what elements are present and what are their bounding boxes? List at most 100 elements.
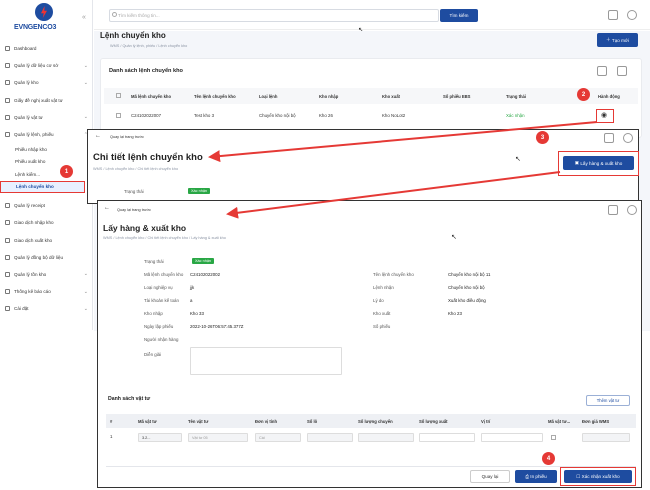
printer-icon: ⎙ xyxy=(525,474,531,479)
sidebar-item-label: Dashboard xyxy=(14,46,37,52)
add-material-button[interactable]: Thêm vật tư xyxy=(586,395,630,406)
sync-icon xyxy=(5,254,10,260)
box-icon: ▣ xyxy=(574,160,581,165)
print-button[interactable]: ⎙ In phiếu xyxy=(515,470,557,483)
sidebar-item-reports[interactable]: Thống kê báo cáo ⌄ xyxy=(0,283,93,300)
sidebar-item-label: Thống kê báo cáo xyxy=(14,289,51,295)
step-marker-4: 4 xyxy=(542,452,555,465)
field-label: Người nhận hàng xyxy=(144,337,179,342)
table-cell: Kho 26 xyxy=(319,113,333,118)
dashboard-icon xyxy=(5,46,10,52)
notification-off-icon[interactable] xyxy=(608,10,618,20)
user-icon[interactable] xyxy=(627,10,637,20)
column-header: Vị trí xyxy=(481,419,491,424)
search-input[interactable]: Tìm kiếm thông tin... xyxy=(109,9,439,22)
pick-and-issue-button[interactable]: ▣ Lấy hàng & xuất kho xyxy=(563,156,634,170)
back-link[interactable]: Quay lại trang trước xyxy=(110,135,144,139)
notification-off-icon[interactable] xyxy=(604,133,614,143)
column-header: Mã lệnh chuyển kho xyxy=(131,94,172,99)
sidebar-subitem-transfer[interactable]: Lệnh chuyển kho xyxy=(0,180,85,194)
notification-off-icon[interactable] xyxy=(608,205,618,215)
column-header: Trạng thái xyxy=(506,94,527,99)
eye-icon[interactable]: ◉ xyxy=(601,112,608,119)
issue-qty-input[interactable] xyxy=(419,433,475,442)
create-new-button[interactable]: ＋ Tạo mới xyxy=(597,33,638,47)
transfer-qty-field xyxy=(358,433,414,442)
breadcrumb: WMS / Lệnh chuyển kho / Chi tiết lệnh ch… xyxy=(103,236,226,240)
sidebar-item-stock[interactable]: Quản lý tồn kho ⌄ xyxy=(0,266,93,283)
sidebar-item-label: Quản lý receipt xyxy=(14,203,45,209)
print-label: In phiếu xyxy=(530,474,547,479)
step-marker-2: 2 xyxy=(577,88,590,101)
back-arrow-icon[interactable]: ← xyxy=(95,133,101,139)
user-icon[interactable] xyxy=(623,133,633,143)
location-select[interactable] xyxy=(481,433,543,442)
chevron-up-icon: ⌃ xyxy=(83,131,88,138)
field-value: Kho 23 xyxy=(448,311,462,316)
row-index: 1 xyxy=(110,434,113,439)
confirm-issue-label: Xác nhận xuất kho xyxy=(581,474,620,479)
material-code-select[interactable]: 3.2... xyxy=(138,433,182,442)
divider xyxy=(106,466,636,467)
back-link[interactable]: Quay lại trang trước xyxy=(117,208,151,212)
sidebar-item-outbound[interactable]: Giao dịch xuất kho xyxy=(0,232,93,249)
sidebar-subitem-issue[interactable]: Phiếu xuất kho xyxy=(15,159,46,165)
field-label: Số phiếu xyxy=(373,324,391,329)
search-button[interactable]: Tìm kiếm xyxy=(440,9,478,22)
sidebar-subitem-inventory-check[interactable]: Lệnh kiểm... xyxy=(15,171,41,177)
column-header: # xyxy=(110,419,113,424)
sidebar-item-warehouse[interactable]: Quản lý kho ⌄ xyxy=(0,74,93,91)
sidebar-item-dashboard[interactable]: Dashboard xyxy=(0,40,93,57)
description-textarea[interactable] xyxy=(190,347,342,375)
field-label: Tên lệnh chuyển kho xyxy=(373,272,414,277)
select-all-checkbox[interactable] xyxy=(116,93,121,98)
chevron-down-icon: ⌄ xyxy=(83,305,88,312)
sidebar-menu: Dashboard Quản lý dữ liệu cơ sở ⌄ Quản lý… xyxy=(0,40,93,317)
sidebar-item-inbound[interactable]: Giao dịch nhập kho xyxy=(0,214,93,231)
field-label: Lệnh nhận xyxy=(373,285,394,290)
collapse-sidebar-icon[interactable]: « xyxy=(82,14,86,21)
confirm-issue-button[interactable]: ☐ Xác nhận xuất kho xyxy=(564,470,632,483)
chevron-down-icon: ⌄ xyxy=(83,62,88,69)
receipt-icon xyxy=(5,203,10,209)
clipboard-icon xyxy=(5,132,10,138)
column-header: Số lô xyxy=(307,419,318,424)
sidebar-item-receipt[interactable]: Quản lý receipt xyxy=(0,197,93,214)
evngenco3-logo: EVNGENCO3 xyxy=(14,3,74,37)
sidebar-item-label: Quản lý lệnh, phiếu xyxy=(14,132,54,138)
mouse-cursor-icon: ↖ xyxy=(451,234,457,241)
filter-icon[interactable] xyxy=(597,66,607,76)
table-cell: C24102022007 xyxy=(131,113,162,118)
table-cell: Test kho 3 xyxy=(194,113,215,118)
sidebar-subitem-receipt[interactable]: Phiếu nhập kho xyxy=(15,146,47,152)
sidebar-item-base-data[interactable]: Quản lý dữ liệu cơ sở ⌄ xyxy=(0,57,93,74)
sidebar-item-sync[interactable]: Quản lý đồng bộ dữ liệu xyxy=(0,249,93,266)
sidebar-item-settings[interactable]: Cài đặt ⌄ xyxy=(0,300,93,317)
row-checkbox[interactable] xyxy=(116,113,121,118)
unit-price-field xyxy=(582,433,630,442)
back-arrow-icon[interactable]: ← xyxy=(104,205,110,211)
status-label: Trạng thái xyxy=(144,259,164,264)
sidebar-item-material-request[interactable]: Giấy đề nghị xuất vật tư xyxy=(0,92,93,109)
row-checkbox[interactable] xyxy=(551,435,556,440)
sort-icon[interactable] xyxy=(617,66,627,76)
unit-field: Cái xyxy=(255,433,301,442)
column-header: Kho xuất xyxy=(382,94,400,99)
sidebar-item-label: Quản lý dữ liệu cơ sở xyxy=(14,63,59,69)
breadcrumb: WMS / Lệnh chuyển kho / Chi tiết lệnh ch… xyxy=(93,167,179,171)
column-header: Đơn giá WMS xyxy=(582,419,610,424)
sidebar-item-orders[interactable]: Quản lý lệnh, phiếu ⌃ xyxy=(0,126,93,143)
document-icon xyxy=(5,97,10,103)
user-icon[interactable] xyxy=(627,205,637,215)
sidebar-item-label: Quản lý kho xyxy=(14,80,39,86)
back-button[interactable]: Quay lại xyxy=(470,470,510,483)
breadcrumb: WMS / Quản lý lệnh, phiếu / Lệnh chuyển … xyxy=(110,44,188,48)
field-value: Kho 33 xyxy=(190,311,204,316)
field-value: a xyxy=(190,298,193,303)
status-badge: Xác nhận xyxy=(506,113,525,118)
field-value: 2022-10-26T06:57:45.377Z xyxy=(190,324,244,329)
outbound-icon xyxy=(5,237,10,243)
sidebar-item-label: Quản lý tồn kho xyxy=(14,271,47,277)
sidebar-item-materials[interactable]: Quản lý vật tư ⌄ xyxy=(0,109,93,126)
